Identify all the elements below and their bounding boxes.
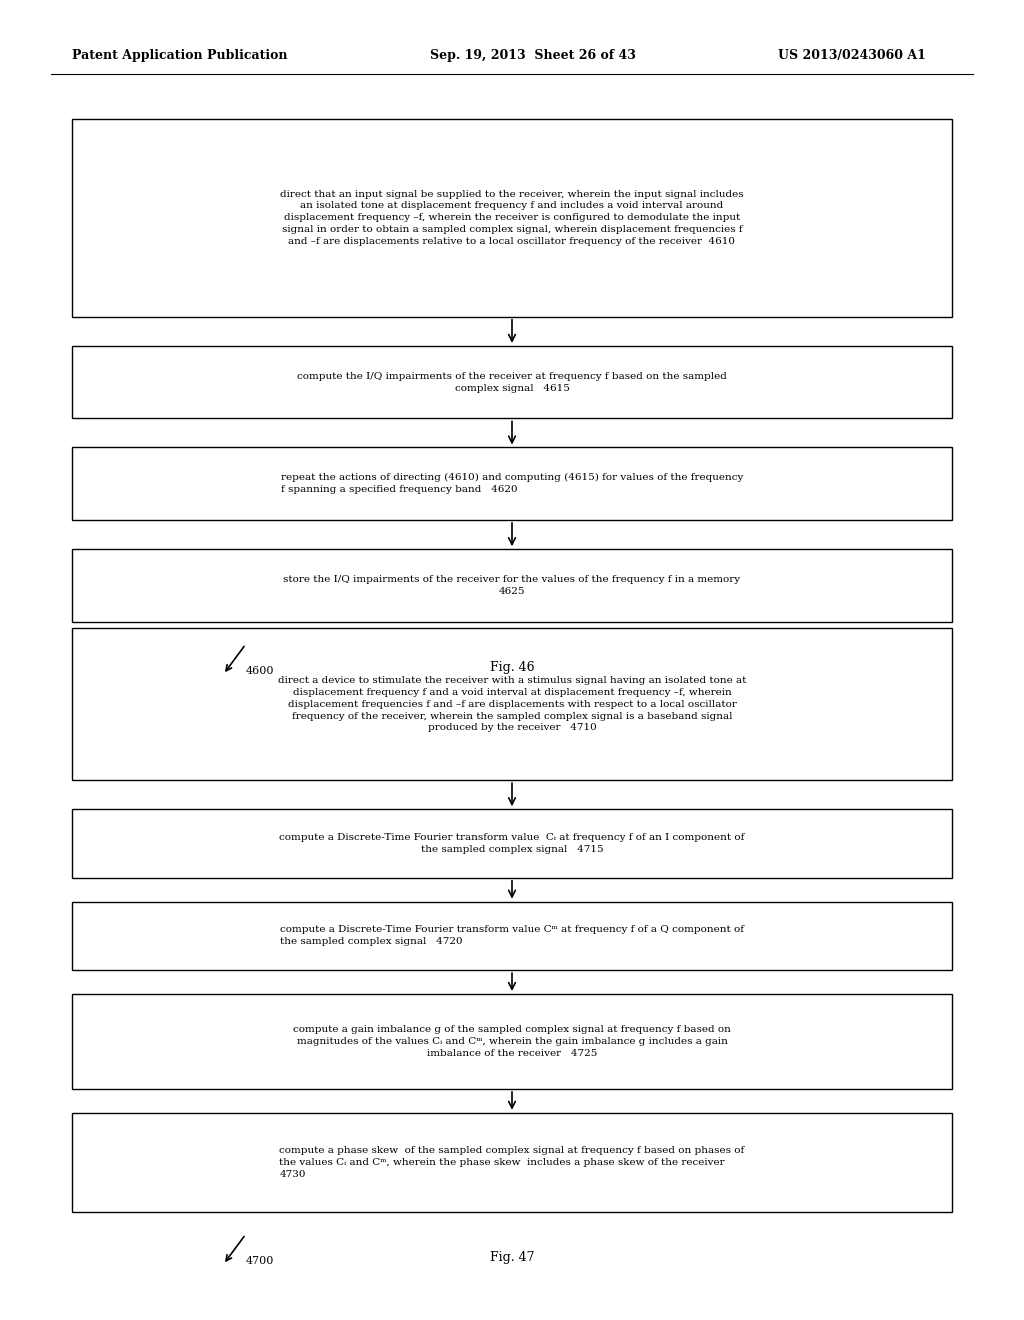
FancyBboxPatch shape: [72, 809, 952, 878]
Text: 4600: 4600: [246, 665, 274, 676]
Text: direct that an input signal be supplied to the receiver, wherein the input signa: direct that an input signal be supplied …: [281, 190, 743, 246]
FancyBboxPatch shape: [72, 1113, 952, 1212]
FancyBboxPatch shape: [72, 119, 952, 317]
Text: Fig. 46: Fig. 46: [489, 661, 535, 675]
Text: US 2013/0243060 A1: US 2013/0243060 A1: [778, 49, 926, 62]
FancyBboxPatch shape: [72, 549, 952, 622]
Text: compute a Discrete-Time Fourier transform value  Cᵢ at frequency f of an I compo: compute a Discrete-Time Fourier transfor…: [280, 833, 744, 854]
Text: 4700: 4700: [246, 1255, 274, 1266]
Text: Sep. 19, 2013  Sheet 26 of 43: Sep. 19, 2013 Sheet 26 of 43: [430, 49, 636, 62]
FancyBboxPatch shape: [72, 994, 952, 1089]
Text: direct a device to stimulate the receiver with a stimulus signal having an isola: direct a device to stimulate the receive…: [278, 676, 746, 733]
FancyBboxPatch shape: [72, 346, 952, 418]
Text: compute a Discrete-Time Fourier transform value Cᵐ at frequency f of a Q compone: compute a Discrete-Time Fourier transfor…: [280, 925, 744, 946]
Text: compute a phase skew  of the sampled complex signal at frequency f based on phas: compute a phase skew of the sampled comp…: [280, 1146, 744, 1179]
Text: Fig. 47: Fig. 47: [489, 1251, 535, 1265]
Text: store the I/Q impairments of the receiver for the values of the frequency f in a: store the I/Q impairments of the receive…: [284, 576, 740, 595]
Text: repeat the actions of directing (4610) and computing (4615) for values of the fr: repeat the actions of directing (4610) a…: [281, 474, 743, 494]
FancyBboxPatch shape: [72, 628, 952, 780]
Text: Patent Application Publication: Patent Application Publication: [72, 49, 287, 62]
FancyBboxPatch shape: [72, 447, 952, 520]
Text: compute a gain imbalance g of the sampled complex signal at frequency f based on: compute a gain imbalance g of the sample…: [293, 1026, 731, 1057]
FancyBboxPatch shape: [72, 902, 952, 970]
Text: compute the I/Q impairments of the receiver at frequency f based on the sampled
: compute the I/Q impairments of the recei…: [297, 372, 727, 392]
